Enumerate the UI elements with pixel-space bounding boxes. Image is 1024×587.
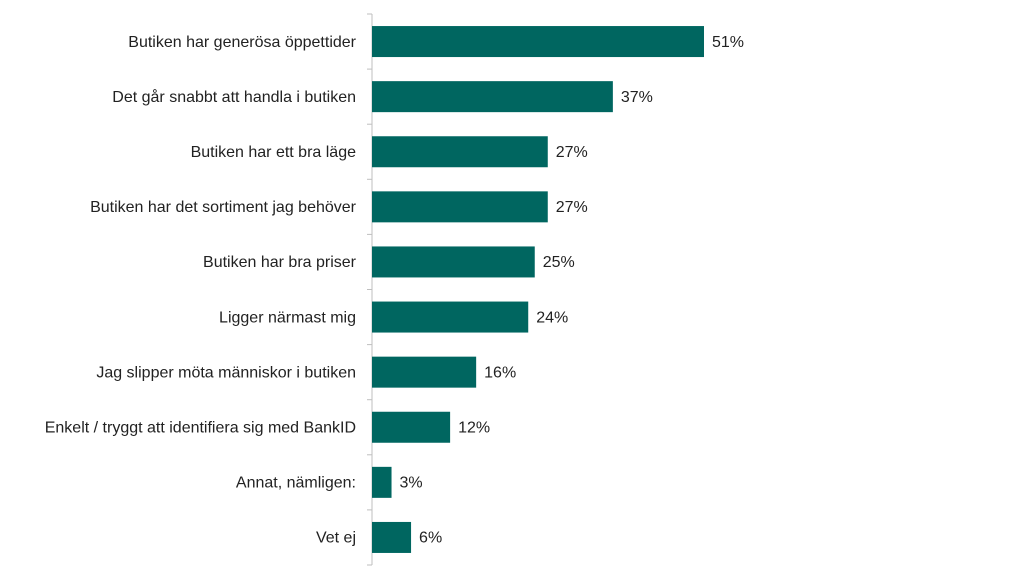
category-label: Annat, nämligen: bbox=[236, 475, 356, 492]
value-label: 51% bbox=[712, 34, 744, 51]
value-label: 16% bbox=[484, 364, 516, 381]
category-label: Butiken har det sortiment jag behöver bbox=[90, 199, 357, 216]
bar bbox=[372, 411, 451, 443]
category-label: Butiken har bra priser bbox=[203, 254, 357, 271]
value-label: 27% bbox=[556, 199, 588, 216]
value-label: 37% bbox=[621, 89, 653, 106]
bar bbox=[372, 301, 529, 333]
category-label: Ligger närmast mig bbox=[219, 309, 356, 326]
value-label: 25% bbox=[543, 254, 575, 271]
bar bbox=[372, 521, 412, 553]
value-label: 27% bbox=[556, 144, 588, 161]
bar bbox=[372, 26, 704, 58]
bar bbox=[372, 81, 613, 113]
bar bbox=[372, 466, 392, 498]
bar bbox=[372, 136, 548, 168]
bar bbox=[372, 191, 548, 223]
category-label: Butiken har ett bra läge bbox=[191, 144, 357, 161]
value-label: 6% bbox=[419, 530, 442, 547]
value-label: 24% bbox=[536, 309, 568, 326]
bar bbox=[372, 356, 477, 388]
category-label: Enkelt / tryggt att identifiera sig med … bbox=[45, 419, 356, 436]
value-label: 12% bbox=[458, 419, 490, 436]
category-label: Butiken har generösa öppettider bbox=[128, 34, 356, 51]
value-label: 3% bbox=[400, 475, 423, 492]
category-label: Vet ej bbox=[316, 530, 356, 547]
bar bbox=[372, 246, 535, 278]
category-label: Jag slipper möta människor i butiken bbox=[96, 364, 356, 381]
category-label: Det går snabbt att handla i butiken bbox=[112, 88, 356, 106]
